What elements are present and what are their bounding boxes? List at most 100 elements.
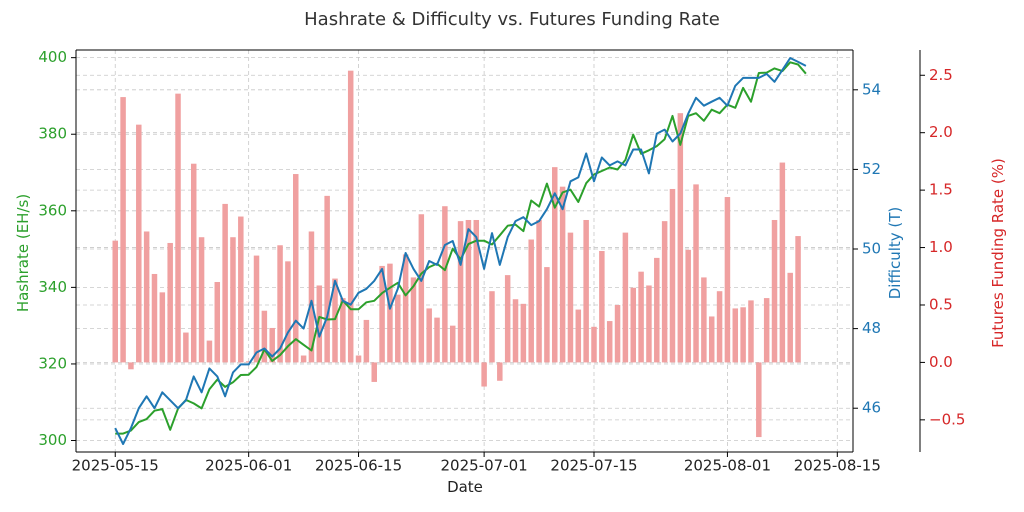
funding-bar bbox=[395, 294, 401, 363]
funding-bar bbox=[544, 267, 550, 363]
funding-bar bbox=[238, 216, 244, 363]
funding-bar bbox=[151, 273, 158, 363]
funding-bar bbox=[324, 195, 330, 363]
funding-bar bbox=[190, 163, 197, 363]
funding-bar bbox=[779, 162, 786, 363]
funding-bar bbox=[340, 298, 346, 363]
funding-bar bbox=[748, 300, 754, 363]
funding-bar bbox=[520, 303, 527, 363]
funding-bar bbox=[261, 310, 268, 363]
y-left-tick-label: 380 bbox=[38, 125, 67, 143]
funding-bar bbox=[175, 93, 181, 363]
funding-bar bbox=[387, 263, 393, 363]
funding-bar bbox=[740, 307, 746, 363]
y-right2-tick-label: 2.5 bbox=[929, 66, 953, 84]
y-right1-tick-label: 46 bbox=[862, 399, 881, 417]
funding-bar bbox=[434, 317, 440, 363]
x-tick-label: 2025-07-01 bbox=[441, 457, 528, 475]
funding-bar bbox=[708, 316, 715, 363]
funding-bar bbox=[159, 292, 166, 363]
funding-bar bbox=[402, 254, 409, 363]
y-right1-tick-label: 52 bbox=[862, 160, 881, 178]
funding-bar bbox=[685, 249, 691, 363]
y-right1-tick-label: 54 bbox=[862, 80, 881, 98]
funding-bar bbox=[654, 257, 660, 363]
funding-bar bbox=[661, 221, 668, 363]
x-tick-label: 2025-07-15 bbox=[550, 457, 637, 475]
funding-bar bbox=[410, 277, 417, 363]
funding-bar bbox=[214, 282, 221, 363]
y-left-axis-title: Hashrate (EH/s) bbox=[14, 194, 32, 312]
difficulty-line bbox=[114, 57, 807, 445]
funding-bar bbox=[449, 325, 456, 363]
funding-bar bbox=[379, 265, 385, 363]
funding-bar bbox=[418, 214, 425, 363]
funding-bar bbox=[756, 362, 762, 438]
funding-bar bbox=[638, 271, 644, 363]
chart-title: Hashrate & Difficulty vs. Futures Fundin… bbox=[304, 9, 720, 30]
funding-bar bbox=[763, 298, 770, 363]
y-right2-tick-label: 1.5 bbox=[929, 181, 953, 199]
funding-bar bbox=[308, 231, 315, 363]
funding-bar bbox=[732, 308, 739, 363]
funding-bar bbox=[630, 287, 636, 363]
hashrate-line bbox=[115, 61, 807, 435]
funding-bar bbox=[669, 188, 676, 363]
y-left-tick-label: 400 bbox=[38, 48, 67, 66]
funding-bar bbox=[724, 197, 731, 363]
funding-bar bbox=[167, 242, 173, 363]
funding-bar bbox=[316, 285, 323, 363]
funding-bar bbox=[716, 291, 723, 363]
funding-bar bbox=[293, 174, 299, 363]
funding-bar bbox=[693, 184, 699, 363]
y-right2-tick-label: 0.0 bbox=[929, 353, 953, 371]
funding-bar bbox=[512, 299, 519, 363]
y-right2-tick-label: 0.5 bbox=[929, 295, 953, 313]
y-right2-tick-label: 2.0 bbox=[929, 123, 953, 141]
funding-bar bbox=[795, 236, 801, 363]
funding-bar bbox=[253, 255, 260, 363]
funding-bar bbox=[591, 326, 597, 363]
x-tick-label: 2025-08-01 bbox=[684, 457, 771, 475]
x-tick-label: 2025-06-15 bbox=[315, 457, 402, 475]
funding-bar bbox=[552, 167, 558, 363]
funding-bar bbox=[222, 203, 228, 363]
funding-bar bbox=[371, 362, 377, 382]
funding-bar bbox=[112, 240, 118, 363]
y-left-tick-label: 340 bbox=[38, 278, 67, 296]
x-tick-label: 2025-06-01 bbox=[205, 457, 292, 475]
series-lines bbox=[114, 57, 807, 445]
y-right1-tick-label: 48 bbox=[862, 319, 881, 337]
y-right1-tick-label: 50 bbox=[862, 240, 881, 258]
funding-bar bbox=[277, 245, 283, 363]
funding-bar bbox=[332, 278, 338, 363]
funding-bar bbox=[285, 261, 291, 363]
funding-bar bbox=[528, 239, 534, 363]
x-axis-title: Date bbox=[447, 478, 483, 496]
funding-bar bbox=[457, 221, 464, 363]
grid-layer bbox=[76, 50, 853, 452]
funding-bar bbox=[269, 327, 275, 363]
funding-bar bbox=[473, 219, 480, 363]
funding-bar bbox=[614, 304, 621, 363]
y-right2-tick-label: −0.5 bbox=[929, 410, 965, 428]
funding-bar bbox=[128, 362, 134, 370]
funding-bar bbox=[646, 285, 652, 363]
funding-bar bbox=[599, 251, 605, 363]
y-right2-tick-label: 1.0 bbox=[929, 238, 953, 256]
funding-bar bbox=[622, 232, 629, 363]
funding-bar bbox=[481, 362, 487, 387]
funding-bar bbox=[497, 362, 503, 381]
funding-bar bbox=[489, 291, 495, 363]
x-tick-label: 2025-08-15 bbox=[794, 457, 881, 475]
funding-bar bbox=[559, 186, 566, 363]
funding-bar bbox=[363, 319, 370, 363]
funding-bars bbox=[112, 70, 801, 438]
funding-bar bbox=[567, 232, 574, 363]
y-left-tick-label: 360 bbox=[38, 201, 67, 219]
funding-bar bbox=[183, 332, 189, 363]
funding-bar bbox=[198, 237, 205, 363]
funding-bar bbox=[787, 272, 793, 363]
